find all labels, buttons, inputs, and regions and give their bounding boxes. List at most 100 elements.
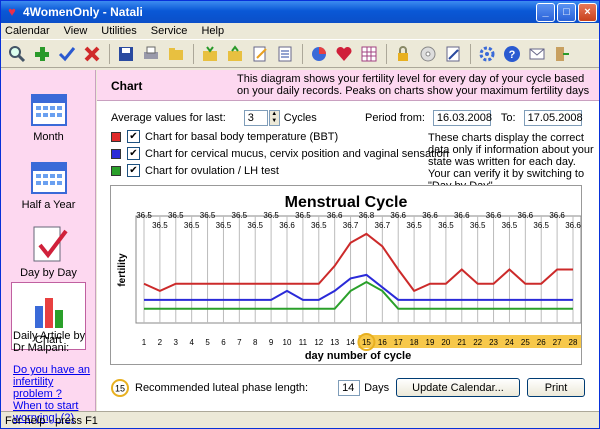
x-tick-label: 7 xyxy=(237,338,242,347)
x-tick-label: 27 xyxy=(553,338,562,347)
folder-icon[interactable] xyxy=(164,42,188,66)
temperature-label: 36.7 xyxy=(343,221,359,230)
gear-icon[interactable] xyxy=(475,42,499,66)
temperature-label: 36.7 xyxy=(375,221,391,230)
mucus-label: Chart for cervical mucus, cervix positio… xyxy=(145,147,449,160)
export-icon[interactable] xyxy=(223,42,247,66)
temperature-label: 36.5 xyxy=(200,211,216,220)
bbt-color-swatch xyxy=(111,131,121,142)
y-axis-label: fertility xyxy=(117,253,128,287)
disc-icon[interactable] xyxy=(416,42,440,66)
sidebar-item-month[interactable]: Month xyxy=(11,78,86,146)
period-to-input[interactable]: 17.05.2008 xyxy=(523,110,583,126)
toolbar: ? xyxy=(1,40,599,68)
toolbar-separator xyxy=(302,43,303,64)
search-icon[interactable] xyxy=(5,42,29,66)
edit-icon[interactable] xyxy=(248,42,272,66)
average-input[interactable]: 3 xyxy=(243,110,268,126)
delete-icon[interactable] xyxy=(80,42,104,66)
x-tick-label: 3 xyxy=(174,338,179,347)
menu-calendar[interactable]: Calendar xyxy=(5,25,50,37)
page-title: Chart xyxy=(111,79,143,93)
main-panel: Chart This diagram shows your fertility … xyxy=(97,70,599,411)
temperature-label: 36.6 xyxy=(390,211,406,220)
toolbar-separator xyxy=(109,43,110,64)
luteal-badge: 15 xyxy=(111,379,129,397)
series-line-mucus xyxy=(144,273,573,301)
help-icon[interactable]: ? xyxy=(500,42,524,66)
temperature-label: 36.5 xyxy=(533,221,549,230)
window-title: 4WomenOnly - Natali xyxy=(23,5,143,19)
save-icon[interactable] xyxy=(114,42,138,66)
ovulation-checkbox[interactable]: ✔ xyxy=(127,164,140,177)
sidebar-item-label: Day by Day xyxy=(20,267,77,279)
x-tick-label: 12 xyxy=(314,338,323,347)
menu-service[interactable]: Service xyxy=(150,25,188,37)
average-spinner[interactable]: ▲ ▼ xyxy=(268,110,280,126)
temperature-label: 36.5 xyxy=(406,221,422,230)
x-tick-label: 11 xyxy=(299,338,308,347)
notes-icon[interactable] xyxy=(441,42,465,66)
update-calendar-button[interactable]: Update Calendar... xyxy=(396,378,520,397)
average-label: Average values for last: xyxy=(111,112,226,124)
series-line-bbt xyxy=(143,232,573,293)
mail-icon[interactable] xyxy=(525,42,549,66)
maximize-button[interactable]: □ xyxy=(557,2,576,22)
x-tick-label: 25 xyxy=(521,338,530,347)
chart-note: These charts display the correct data on… xyxy=(428,132,594,192)
toolbar-separator xyxy=(193,43,194,64)
grid-icon[interactable] xyxy=(357,42,381,66)
menu-help[interactable]: Help xyxy=(201,25,225,37)
mucus-option: ✔ Chart for cervical mucus, cervix posit… xyxy=(111,147,449,160)
print-icon[interactable] xyxy=(139,42,163,66)
lock-icon[interactable] xyxy=(391,42,415,66)
temperature-label: 36.5 xyxy=(438,221,454,230)
heart-icon[interactable] xyxy=(332,42,356,66)
print-button[interactable]: Print xyxy=(527,378,585,397)
temperature-label: 36.6 xyxy=(454,211,470,220)
plot-area xyxy=(135,215,582,324)
bbt-option: ✔ Chart for basal body temperature (BBT) xyxy=(111,130,338,143)
app-heart-icon: ♥ xyxy=(8,4,16,19)
checklist-icon xyxy=(33,226,68,262)
temperature-label: 36.5 xyxy=(470,221,486,230)
title-bar[interactable]: ♥ 4WomenOnly - Natali _ □ × xyxy=(1,1,599,23)
article-link[interactable]: Do you have an infertility problem ? Whe… xyxy=(13,364,91,424)
x-tick-label: 22 xyxy=(473,338,482,347)
mucus-checkbox[interactable]: ✔ xyxy=(127,147,140,160)
minimize-button[interactable]: _ xyxy=(536,2,555,22)
menu-utilities[interactable]: Utilities xyxy=(101,25,137,37)
sidebar: Month Half a Year Day by Day Chart Daily… xyxy=(1,70,96,424)
fertile-days-band xyxy=(358,335,581,348)
average-unit: Cycles xyxy=(283,112,317,124)
check-icon[interactable] xyxy=(55,42,79,66)
sidebar-item-day-by-day[interactable]: Day by Day xyxy=(11,214,86,282)
x-tick-label: 19 xyxy=(426,338,435,347)
period-row: Period from: 16.03.2008 To: 17.05.2008 xyxy=(365,110,583,126)
close-button[interactable]: × xyxy=(578,2,597,22)
x-tick-label: 21 xyxy=(457,338,466,347)
add-icon[interactable] xyxy=(30,42,54,66)
temperature-label: 36.5 xyxy=(184,221,200,230)
sidebar-item-label: Month xyxy=(33,131,64,143)
period-from-input[interactable]: 16.03.2008 xyxy=(432,110,492,126)
temperature-label: 36.5 xyxy=(502,221,518,230)
chart-pie-icon[interactable] xyxy=(307,42,331,66)
bbt-checkbox[interactable]: ✔ xyxy=(127,130,140,143)
luteal-input[interactable]: 14 xyxy=(338,380,361,396)
list-icon[interactable] xyxy=(273,42,297,66)
bar-chart-icon xyxy=(34,298,63,328)
menu-view[interactable]: View xyxy=(63,25,88,37)
x-tick-label: 6 xyxy=(221,338,226,347)
sidebar-item-chart[interactable]: Chart xyxy=(11,282,86,350)
temperature-label: 36.8 xyxy=(359,211,375,220)
import-icon[interactable] xyxy=(198,42,222,66)
sidebar-item-half-year[interactable]: Half a Year xyxy=(11,146,86,214)
ovulation-label: Chart for ovulation / LH test xyxy=(145,164,279,177)
x-axis-label: day number of cycle xyxy=(305,350,411,362)
mucus-color-swatch xyxy=(111,148,121,159)
temperature-label: 36.6 xyxy=(565,221,581,230)
toolbar-separator xyxy=(386,43,387,64)
exit-icon[interactable] xyxy=(550,42,574,66)
